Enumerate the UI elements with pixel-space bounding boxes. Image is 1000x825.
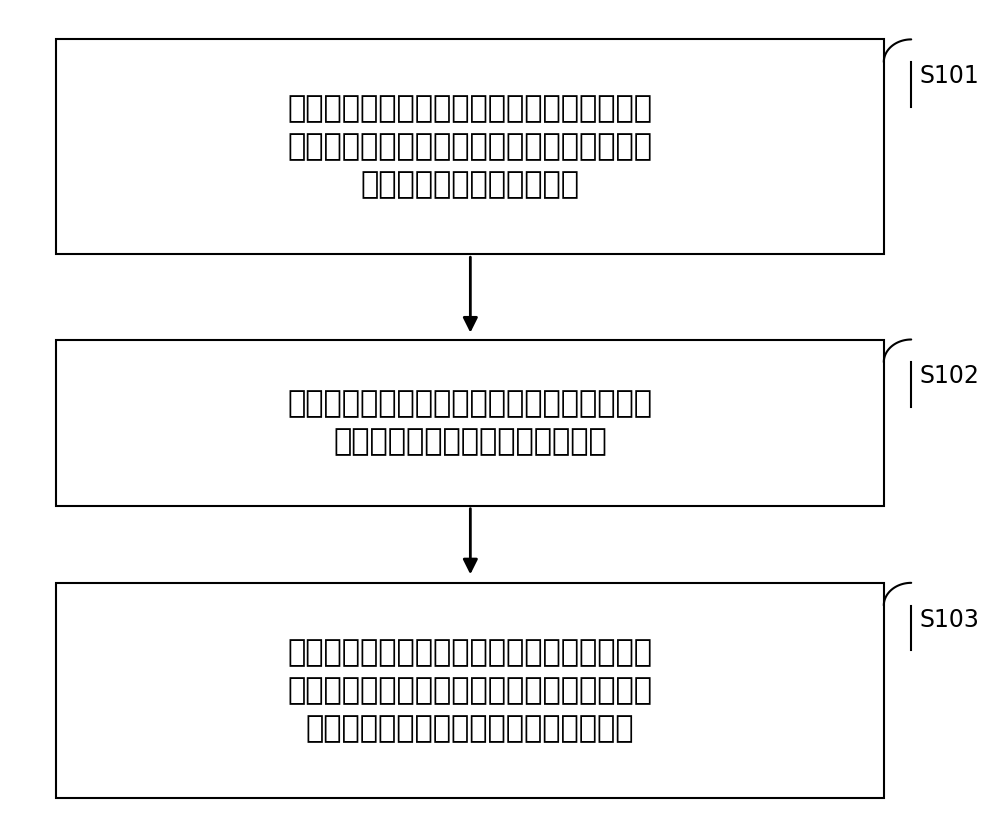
- Text: 获取近似函数的函数曲线结构，基于函数曲线: 获取近似函数的函数曲线结构，基于函数曲线: [287, 95, 652, 124]
- Bar: [56, 582, 884, 798]
- Text: S102: S102: [919, 365, 979, 389]
- Bar: [56, 340, 884, 506]
- Text: 的优化目标和输入变量，基于最优的优化目标: 的优化目标和输入变量，基于最优的优化目标: [287, 676, 652, 705]
- Text: 为近似表示任意曲线的函数: 为近似表示任意曲线的函数: [360, 170, 579, 199]
- Bar: [56, 40, 884, 254]
- Text: S101: S101: [919, 64, 979, 88]
- Text: 和输入变量对负泊松比曲面结构进行优化: 和输入变量对负泊松比曲面结构进行优化: [306, 714, 634, 742]
- Text: 基于近似函数构建优化目标和设计变量，基于: 基于近似函数构建优化目标和设计变量，基于: [287, 389, 652, 418]
- Text: 通过遗传算法对优化函数进行计算，获取最优: 通过遗传算法对优化函数进行计算，获取最优: [287, 638, 652, 667]
- Text: S103: S103: [919, 608, 979, 632]
- Text: 优化目标和设计变量构建优化函数: 优化目标和设计变量构建优化函数: [333, 427, 607, 456]
- Text: 结构构建负泊松比曲面结构，其中，近似函数: 结构构建负泊松比曲面结构，其中，近似函数: [287, 132, 652, 162]
